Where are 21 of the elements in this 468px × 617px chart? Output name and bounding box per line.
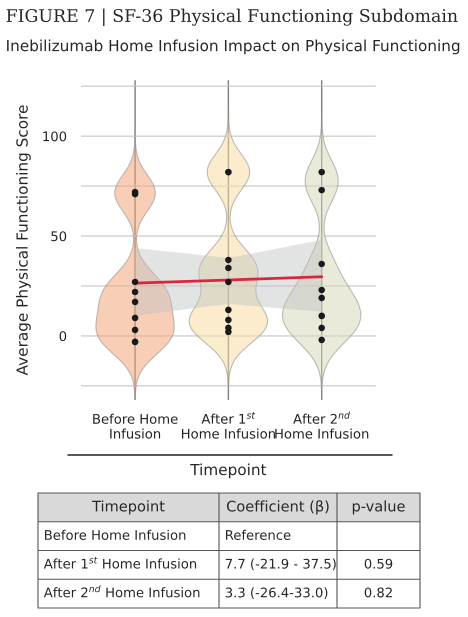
text: 0.82 — [364, 587, 392, 598]
y-axis-title: Average Physical Functioning Score — [16, 105, 31, 376]
text: 7.7 (-21.9 - 37.5) — [226, 558, 336, 570]
text: 3.3 (-26.4-33.0) — [226, 587, 328, 600]
y-tick-label: 100 — [43, 131, 66, 142]
category-label: Coefficient (β) — [226, 500, 329, 514]
chart-title: FIGURE 7 | SF-36 Physical Functioning Subdomain — [6, 8, 458, 26]
x-tick-label: After 2$^{nd}$ Home Infusion — [275, 412, 368, 439]
text: After 2$^{nd}$ Home Infusion — [44, 585, 200, 598]
chart-subtitle: Inebilizumab Home Infusion Impact on Physical Functioning — [7, 40, 460, 54]
x-axis-title: Timepoint — [190, 463, 266, 478]
y-tick-label: 0 — [60, 331, 66, 342]
x-tick-label: After 1$^{st}$ Home Infusion — [182, 412, 275, 439]
y-tick-label: 50 — [51, 231, 66, 242]
text: After 1$^{st}$ Home Infusion — [44, 556, 196, 569]
text: Before Home Infusion — [45, 530, 186, 540]
text: 0.59 — [364, 558, 392, 569]
category-label: p-value — [352, 500, 405, 514]
x-tick-label: Before Home Infusion — [93, 414, 178, 439]
category-label: Timepoint — [92, 500, 165, 514]
text: Reference — [226, 530, 290, 540]
